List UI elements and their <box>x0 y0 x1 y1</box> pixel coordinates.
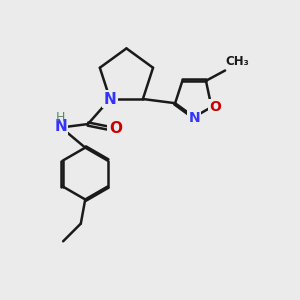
Text: N: N <box>54 119 67 134</box>
Text: H: H <box>56 111 65 124</box>
Text: O: O <box>109 121 122 136</box>
Text: CH₃: CH₃ <box>226 55 249 68</box>
Text: O: O <box>209 100 221 114</box>
Text: N: N <box>103 92 116 106</box>
Text: N: N <box>188 112 200 125</box>
